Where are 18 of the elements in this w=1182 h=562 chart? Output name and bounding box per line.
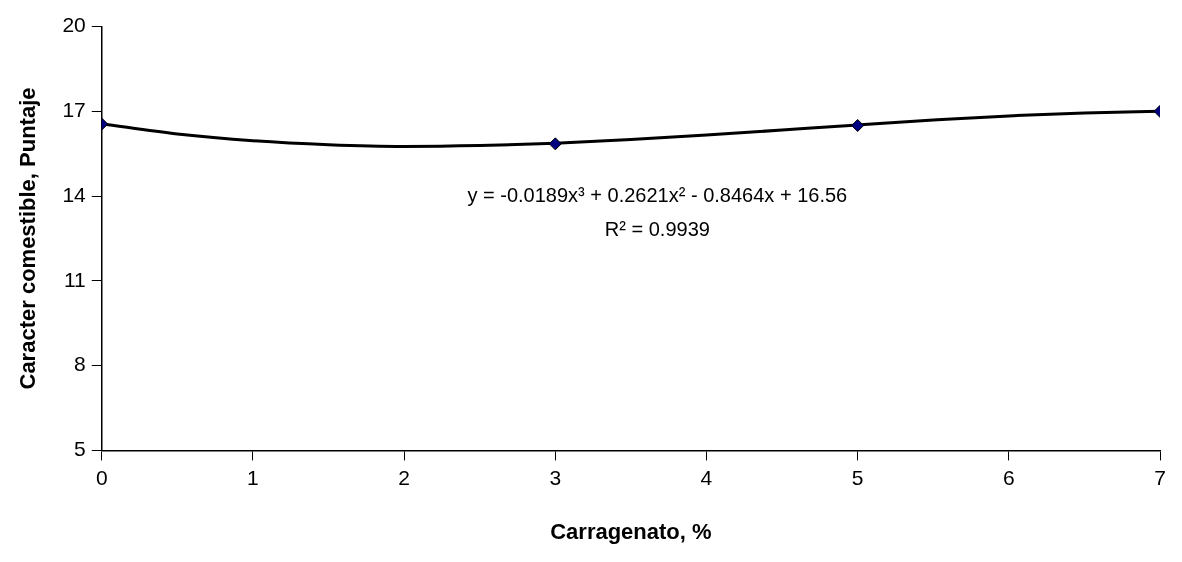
x-tick-label: 4 — [700, 465, 713, 489]
y-tick-label: 11 — [63, 267, 86, 291]
x-tick-label: 1 — [247, 465, 259, 489]
x-tick-label: 0 — [95, 465, 108, 489]
y-tick-label: 20 — [62, 13, 86, 37]
y-tick-label: 5 — [74, 437, 86, 461]
y-axis-title: Caracter comestible, Puntaje — [15, 87, 41, 390]
y-tick-label: 8 — [74, 352, 86, 376]
annotation: y = -0.0189x³ + 0.2621x² - 0.8464x + 16.56 — [467, 183, 848, 206]
y-tick-label: 17 — [62, 98, 86, 122]
x-tick-label: 3 — [549, 465, 562, 489]
annotation: R² = 0.9939 — [604, 217, 710, 240]
x-axis-title: Carragenato, % — [550, 518, 712, 544]
x-tick-label: 2 — [398, 465, 410, 489]
x-tick-label: 7 — [1154, 465, 1166, 489]
x-tick-label: 5 — [851, 465, 864, 489]
x-tick-label: 6 — [1002, 465, 1015, 489]
y-tick-label: 14 — [62, 182, 87, 206]
